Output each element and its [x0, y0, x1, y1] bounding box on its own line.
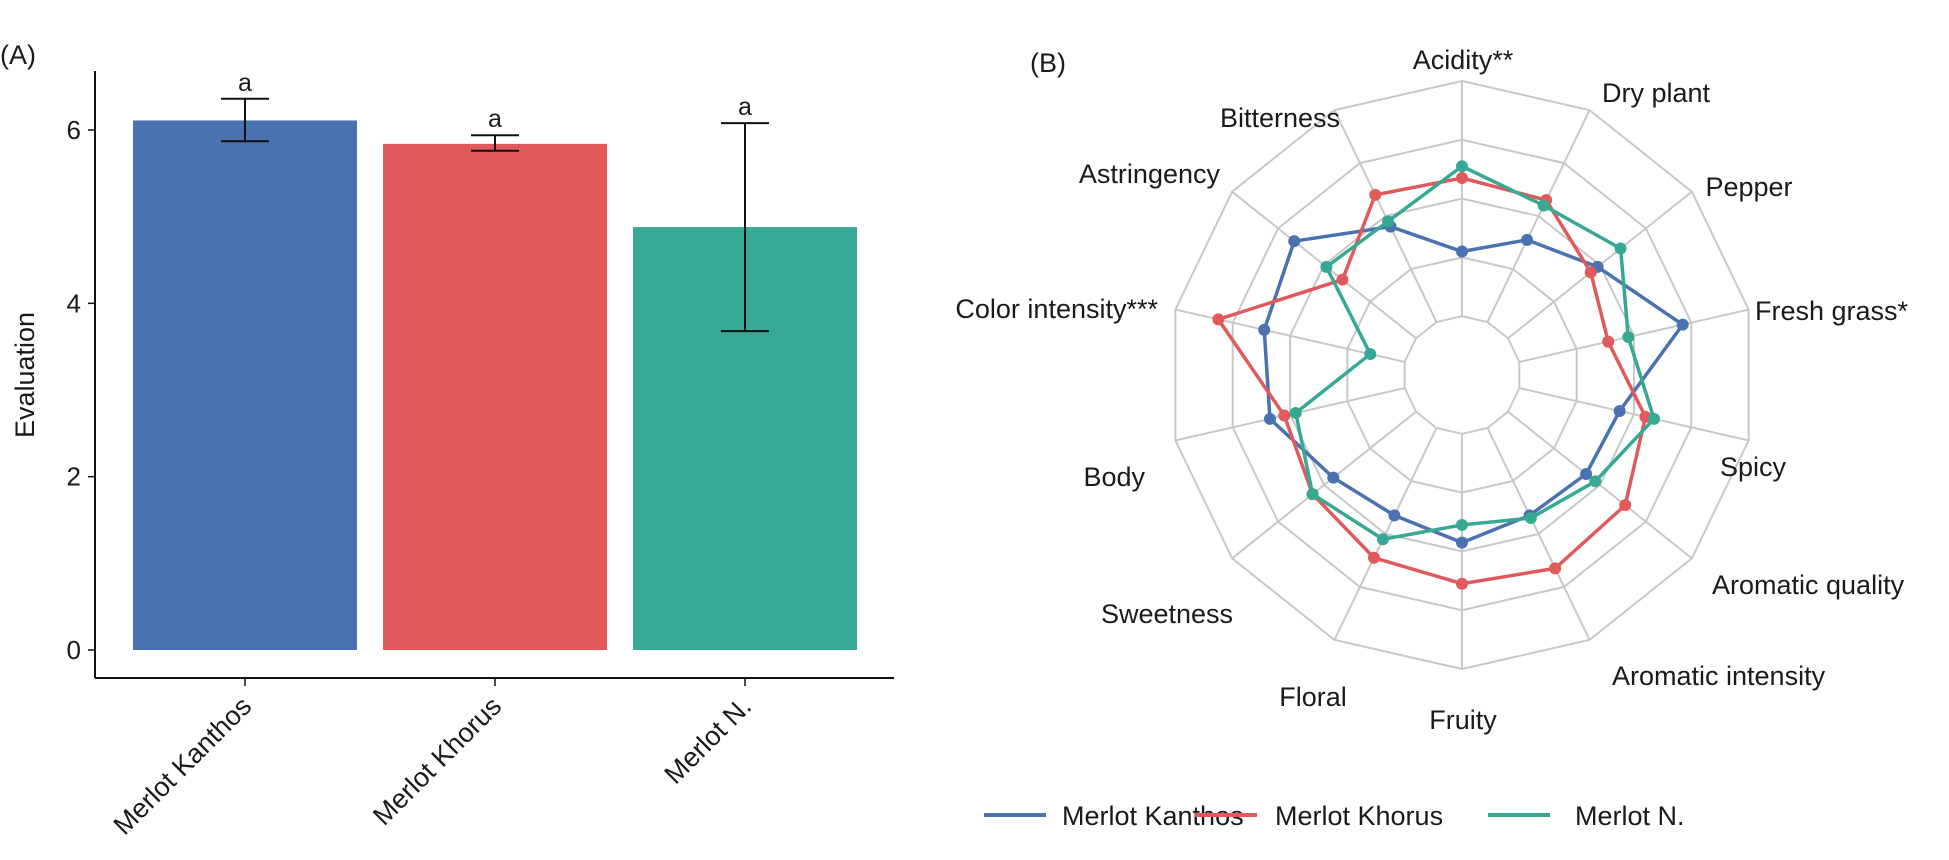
data-point-merlot-khorus: [1367, 551, 1380, 564]
legend: Merlot Kanthos Merlot Khorus Merlot N.: [984, 801, 1685, 831]
axis-label: Sweetness: [1101, 599, 1233, 629]
x-tick-label: Merlot N.: [659, 691, 758, 790]
axis-label: Color intensity***: [955, 294, 1158, 324]
data-point-merlot-n: [1456, 518, 1468, 531]
grid-spoke: [1519, 387, 1749, 442]
y-tick-label: 4: [67, 288, 81, 318]
data-point-merlot-kanthos: [1327, 471, 1340, 484]
y-tick-label: 0: [67, 635, 81, 665]
grid-spoke: [1231, 410, 1417, 560]
radar-chart-panel: (B) Acidity** Dry plant Pepper Fresh grass*…: [955, 45, 1908, 831]
axis-label: Fresh grass*: [1755, 296, 1909, 326]
series-line-merlot-kanthos: [1262, 224, 1686, 545]
panel-label-b: (B): [1030, 48, 1066, 78]
data-point-merlot-kanthos: [1288, 235, 1301, 248]
significance-letter: a: [738, 93, 752, 121]
data-point-merlot-khorus: [1549, 562, 1562, 575]
data-point-merlot-kanthos: [1521, 233, 1534, 246]
axis-label: Spicy: [1720, 452, 1787, 482]
data-point-merlot-khorus: [1456, 577, 1468, 590]
y-tick-label: 6: [67, 115, 81, 145]
data-point-merlot-khorus: [1619, 499, 1632, 512]
data-point-merlot-khorus: [1584, 266, 1597, 279]
data-point-merlot-n: [1320, 260, 1333, 273]
data-point-merlot-n: [1614, 242, 1627, 255]
data-point-merlot-n: [1306, 488, 1319, 501]
axis-label: Body: [1083, 462, 1145, 492]
data-point-merlot-kanthos: [1613, 404, 1626, 417]
grid-spoke: [1486, 109, 1591, 323]
data-point-merlot-khorus: [1212, 313, 1225, 326]
data-point-merlot-kanthos: [1388, 509, 1401, 522]
x-tick-label: Merlot Khorus: [367, 691, 507, 831]
data-point-merlot-n: [1622, 331, 1635, 344]
axis-label: Aromatic quality: [1712, 570, 1905, 600]
data-point-merlot-kanthos: [1258, 323, 1271, 336]
significance-letter: a: [238, 69, 252, 97]
axis-label: Dry plant: [1602, 78, 1711, 108]
significance-letter: a: [488, 105, 502, 133]
radar-grid: [1174, 79, 1750, 671]
data-point-merlot-n: [1589, 475, 1602, 488]
data-point-merlot-kanthos: [1456, 245, 1468, 258]
bar-2: [383, 143, 607, 650]
data-point-merlot-n: [1382, 215, 1395, 228]
x-tick-label: Merlot Kanthos: [108, 691, 258, 841]
radar-series: [1212, 160, 1689, 590]
data-point-merlot-kanthos: [1580, 467, 1593, 480]
data-point-merlot-n: [1456, 160, 1468, 173]
data-point-merlot-khorus: [1602, 335, 1615, 348]
radar-axis-labels: Acidity** Dry plant Pepper Fresh grass* Spic…: [955, 45, 1908, 735]
data-point-merlot-n: [1648, 412, 1661, 425]
data-point-merlot-n: [1524, 512, 1537, 525]
legend-label: Merlot Khorus: [1275, 801, 1443, 831]
axis-label: Astringency: [1079, 159, 1221, 189]
axis-label: Bitterness: [1220, 103, 1340, 133]
data-point-merlot-n: [1289, 406, 1302, 419]
data-point-merlot-kanthos: [1263, 412, 1276, 425]
data-point-merlot-khorus: [1456, 172, 1468, 185]
axis-label: Acidity**: [1413, 45, 1514, 75]
bar-chart-panel: (A) Evaluation a a a Merlot Kanthos Merlot …: [0, 40, 894, 841]
axis-label: Pepper: [1705, 172, 1792, 202]
legend-label: Merlot N.: [1575, 801, 1685, 831]
data-point-merlot-n: [1376, 533, 1389, 546]
data-point-merlot-kanthos: [1676, 318, 1689, 331]
axis-label: Fruity: [1429, 705, 1497, 735]
data-point-merlot-n: [1537, 199, 1550, 212]
data-point-merlot-khorus: [1278, 409, 1291, 422]
series-line-merlot-khorus: [1215, 176, 1648, 586]
bar-marks: a a a: [133, 69, 857, 651]
bar-1: [133, 120, 357, 650]
y-tick-label: 2: [67, 462, 81, 492]
data-point-merlot-kanthos: [1456, 536, 1468, 549]
grid-ring: [1403, 315, 1521, 435]
data-point-merlot-n: [1364, 348, 1377, 361]
panel-label-a: (A): [0, 40, 36, 70]
axis-label: Floral: [1279, 682, 1347, 712]
y-axis-label: Evaluation: [10, 312, 40, 438]
data-point-merlot-khorus: [1369, 188, 1382, 201]
data-point-merlot-khorus: [1336, 273, 1349, 286]
grid-spoke: [1486, 427, 1591, 641]
axis-label: Aromatic intensity: [1612, 661, 1826, 691]
